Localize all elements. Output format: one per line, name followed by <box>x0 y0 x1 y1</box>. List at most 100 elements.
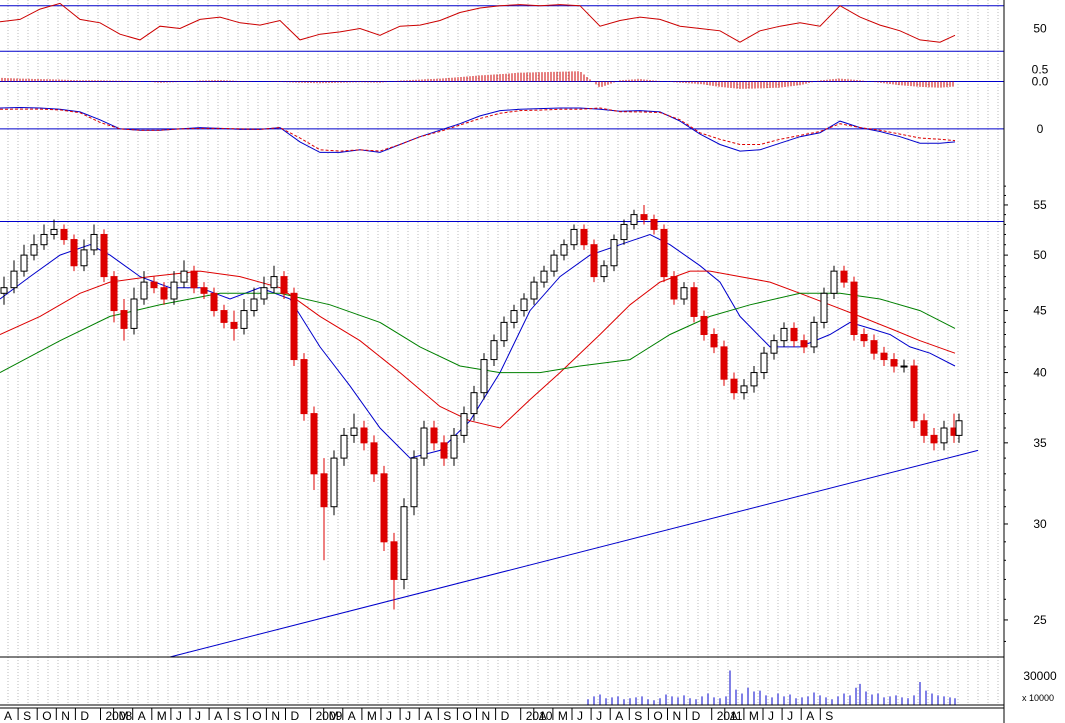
panel-frames <box>0 0 1005 723</box>
candle-down <box>700 315 708 335</box>
x-tick-label: D <box>501 709 510 723</box>
candle-up <box>30 244 38 256</box>
candle-up <box>460 413 468 436</box>
x-tick-label: O <box>42 709 51 723</box>
x-tick-label: M <box>329 709 339 723</box>
candle-down <box>190 270 198 289</box>
x-tick-label: A <box>424 709 432 723</box>
candle-down <box>650 219 658 230</box>
candle-up <box>630 214 638 225</box>
x-tick-label: M <box>119 709 129 723</box>
x-tick-label: J <box>768 709 774 723</box>
x-tick-label: 2008 <box>106 709 133 723</box>
x-tick-label: A <box>730 709 738 723</box>
candle-up <box>180 270 188 283</box>
candle-up <box>450 434 458 459</box>
x-tick-label: J <box>386 709 392 723</box>
candle-down <box>210 292 218 312</box>
candle-up <box>520 298 528 312</box>
price-tick-label: 30 <box>1033 517 1047 531</box>
candle-up <box>490 340 498 361</box>
candle-down <box>730 378 738 394</box>
x-tick-label: M <box>367 709 377 723</box>
x-tick-label: A <box>348 709 356 723</box>
price-trendline <box>169 449 979 658</box>
histogram-panel <box>0 71 1004 89</box>
histogram-tick-label: 0.5 <box>1032 62 1049 76</box>
candle-up <box>750 372 758 387</box>
x-tick-label: M <box>749 709 759 723</box>
candle-down <box>320 473 328 508</box>
candle-down <box>800 340 808 348</box>
candle-up <box>260 287 268 300</box>
candle-down <box>890 359 898 367</box>
histogram-tick-label: 0.0 <box>1032 75 1049 89</box>
candle-up <box>470 392 478 415</box>
x-tick-label: D <box>80 709 89 723</box>
candle-up <box>600 265 608 278</box>
x-tick-label: J <box>577 709 583 723</box>
volume-panel <box>587 670 956 705</box>
x-tick-label: A <box>138 709 146 723</box>
candle-up <box>80 249 88 267</box>
candle-down <box>660 228 668 278</box>
candle-down <box>430 427 438 444</box>
candle-up <box>540 270 548 283</box>
price-tick-label: 55 <box>1033 198 1047 212</box>
x-tick-label: O <box>252 709 261 723</box>
candle-up <box>400 506 408 580</box>
macd-panel <box>0 106 1004 153</box>
rsi-tick-label: 50 <box>1033 22 1047 36</box>
vertical-gridlines <box>7 0 999 705</box>
candle-up <box>170 281 178 300</box>
candle-up <box>570 228 578 246</box>
candle-down <box>640 214 648 221</box>
candle-up <box>760 352 768 374</box>
candle-down <box>290 292 298 361</box>
candle-down <box>280 276 288 294</box>
candle-up <box>820 292 828 323</box>
x-tick-label: D <box>692 709 701 723</box>
candle-down <box>930 434 938 444</box>
x-tick-label: S <box>23 709 31 723</box>
x-tick-label: A <box>214 709 222 723</box>
candle-down <box>100 233 108 278</box>
price-tick-label: 25 <box>1033 613 1047 627</box>
candle-down <box>920 420 928 436</box>
candle-up <box>480 359 488 394</box>
price-tick-label: 35 <box>1033 436 1047 450</box>
x-tick-label: 2011 <box>717 709 743 723</box>
candle-up <box>270 276 278 289</box>
candle-down <box>200 287 208 294</box>
x-tick-label: N <box>271 709 280 723</box>
candle-down <box>230 321 238 329</box>
x-tick-label: D <box>291 709 300 723</box>
candle-up <box>10 270 18 289</box>
candle-down <box>590 244 598 278</box>
candle-down <box>390 541 398 580</box>
candle-down <box>710 333 718 348</box>
x-tick-label: O <box>653 709 662 723</box>
price-tick-label: 45 <box>1033 304 1047 318</box>
candle-down <box>720 346 728 380</box>
candle-up <box>50 228 58 235</box>
candle-up <box>830 270 838 294</box>
x-tick-label: 2010 <box>526 709 553 723</box>
y-axis-labels: 50 0.50.0 0 25 30 35 40 45 50 55 30000 x 10000 <box>1004 22 1057 703</box>
candle-up <box>500 321 508 342</box>
candle-down <box>870 340 878 354</box>
candle-down <box>910 365 918 422</box>
price-tick-label: 50 <box>1033 248 1047 262</box>
x-tick-label: J <box>405 709 411 723</box>
x-tick-label: A <box>615 709 623 723</box>
x-tick-label: 2009 <box>316 709 343 723</box>
x-tick-label: J <box>787 709 793 723</box>
x-tick-label: N <box>673 709 682 723</box>
moving-average-ma-fast <box>0 233 956 459</box>
volume-unit-label: x 10000 <box>1022 693 1054 703</box>
x-tick-label: A <box>806 709 814 723</box>
candle-up <box>940 427 948 444</box>
candle-up <box>770 340 778 354</box>
x-tick-label: M <box>157 709 167 723</box>
